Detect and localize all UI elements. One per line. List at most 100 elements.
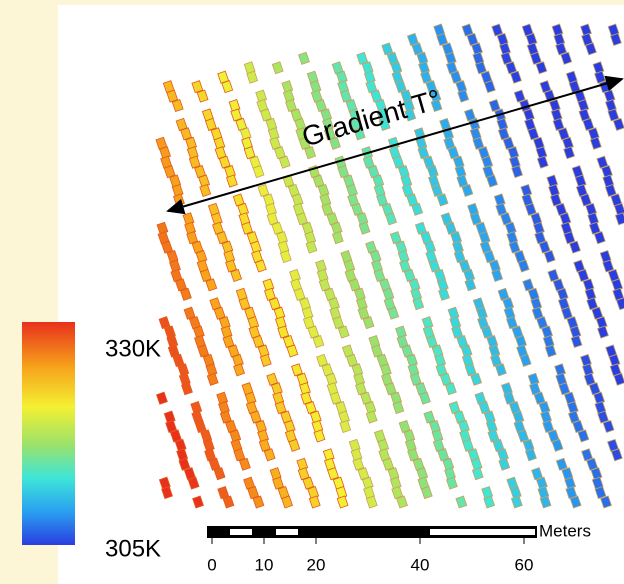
- thermal-pixel: [510, 495, 523, 509]
- thermal-pixel: [348, 278, 361, 292]
- thermal-pixel: [498, 457, 511, 471]
- thermal-pixel: [238, 297, 251, 311]
- thermal-pixel: [336, 495, 349, 509]
- thermal-pixel: [438, 287, 450, 301]
- thermal-pixel: [181, 382, 193, 396]
- thermal-pixel: [446, 476, 458, 490]
- thermal-pixel: [466, 32, 479, 46]
- thermal-pixel: [495, 363, 507, 377]
- thermal-pixel: [263, 287, 276, 301]
- scale-segment: [230, 529, 252, 535]
- scale-tick-label: 20: [307, 555, 326, 574]
- thermal-pixel: [305, 240, 318, 254]
- thermal-pixel: [536, 316, 549, 330]
- thermal-pixel: [533, 391, 546, 405]
- thermal-pixel: [560, 306, 573, 320]
- thermal-pixel: [588, 221, 601, 235]
- thermal-pixel: [444, 221, 457, 235]
- thermal-pixel: [602, 259, 615, 273]
- thermal-pixel: [316, 353, 328, 367]
- color-bar: [22, 322, 75, 545]
- thermal-pixel: [161, 240, 173, 254]
- thermal-pixel: [178, 457, 191, 471]
- thermal-pixel: [483, 250, 496, 264]
- gradient-arrow: [166, 75, 624, 215]
- thermal-pixel: [500, 51, 513, 65]
- thermal-pixel: [563, 231, 576, 245]
- thermal-pixel: [411, 42, 424, 56]
- thermal-pixel: [396, 495, 408, 509]
- thermal-pixel: [551, 438, 564, 452]
- scale-tick-label: 0: [207, 555, 216, 574]
- scale-unit: Meters: [539, 521, 591, 540]
- thermal-pixel: [531, 306, 544, 320]
- thermal-pixel: [213, 467, 226, 481]
- thermal-pixel: [517, 259, 530, 273]
- thermal-pixel: [230, 268, 243, 282]
- thermal-pixel: [337, 325, 350, 339]
- thermal-pixel: [398, 419, 411, 434]
- thermal-pixel: [259, 353, 272, 367]
- thermal-pixel: [170, 268, 183, 282]
- thermal-pixel: [254, 259, 267, 273]
- thermal-pixel: [525, 448, 537, 462]
- thermal-pixel: [586, 297, 599, 311]
- thermal-pixel: [271, 61, 284, 75]
- thermal-pixel: [491, 268, 504, 282]
- thermal-pixel: [503, 391, 516, 405]
- thermal-pixel: [266, 372, 279, 386]
- thermal-pixel: [610, 448, 623, 462]
- thermal-pixel: [487, 429, 500, 443]
- thermal-pixel: [517, 429, 529, 443]
- thermal-pixel: [288, 438, 301, 452]
- thermal-pixel: [183, 306, 196, 320]
- thermal-pixel: [593, 231, 606, 245]
- thermal-pixel: [597, 325, 609, 339]
- thermal-pixel: [307, 325, 320, 339]
- thermal-pixel: [481, 325, 493, 339]
- thermal-pixel: [570, 334, 583, 349]
- thermal-pixel: [437, 448, 450, 462]
- thermal-pixel: [572, 419, 585, 434]
- thermal-pixel: [158, 316, 171, 330]
- thermal-pixel: [356, 51, 369, 65]
- thermal-pixel: [238, 457, 251, 471]
- thermal-pixel: [247, 486, 260, 500]
- legend-max: 330K: [105, 335, 161, 362]
- thermal-pixel: [464, 363, 477, 377]
- thermal-pixel: [539, 495, 552, 509]
- thermal-pixel: [399, 259, 411, 273]
- thermal-pixel: [370, 344, 383, 358]
- thermal-pixel: [444, 382, 457, 396]
- thermal-pixel: [409, 372, 422, 386]
- thermal-pixel: [373, 268, 386, 282]
- thermal-pixel: [252, 495, 265, 509]
- thermal-pixel: [522, 278, 535, 292]
- thermal-pixel: [483, 495, 496, 509]
- thermal-pixel: [569, 240, 581, 254]
- thermal-pixel: [581, 448, 593, 462]
- thermal-pixel: [464, 278, 477, 292]
- thermal-pixel: [529, 51, 542, 65]
- thermal-pixel: [577, 429, 590, 443]
- thermal-pixel: [560, 51, 573, 65]
- thermal-pixel: [186, 231, 199, 245]
- thermal-pixel: [304, 401, 317, 415]
- thermal-pixel: [192, 495, 204, 509]
- thermal-pixel: [508, 240, 521, 254]
- thermal-pixel: [505, 61, 518, 75]
- thermal-pixel: [357, 306, 370, 320]
- thermal-pixel: [179, 287, 192, 301]
- thermal-pixel: [529, 382, 541, 396]
- thermal-pixel: [396, 334, 409, 349]
- thermal-pixel: [428, 259, 441, 273]
- thermal-pixel: [600, 495, 612, 509]
- thermal-pixel: [414, 221, 427, 235]
- thermal-pixel: [263, 448, 276, 462]
- thermal-pixel: [492, 438, 505, 452]
- thermal-pixel: [241, 221, 253, 235]
- thermal-pixel: [389, 231, 402, 245]
- thermal-pixel: [506, 316, 518, 330]
